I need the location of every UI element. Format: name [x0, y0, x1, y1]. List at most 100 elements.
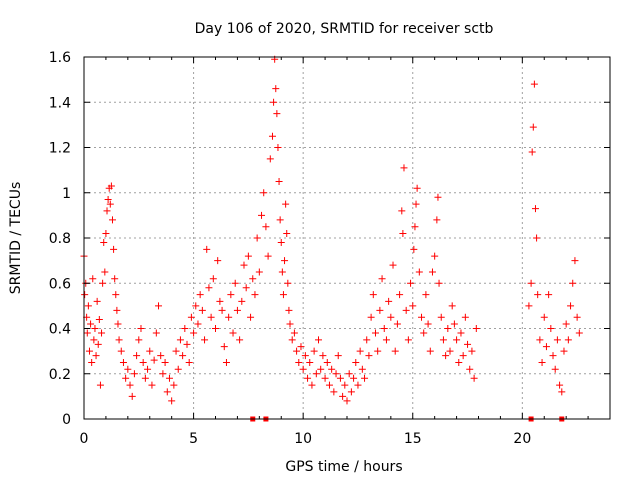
data-point	[203, 245, 211, 253]
data-point	[141, 374, 149, 382]
data-point	[266, 155, 274, 163]
data-point	[231, 279, 239, 287]
data-point	[218, 306, 226, 314]
data-point	[286, 320, 294, 328]
data-point	[402, 306, 410, 314]
data-point	[112, 291, 120, 299]
data-point	[84, 302, 92, 310]
data-point	[562, 320, 570, 328]
data-point	[418, 313, 426, 321]
data-point	[174, 365, 182, 373]
data-point	[564, 336, 572, 344]
data-point	[321, 374, 329, 382]
data-point	[222, 358, 230, 366]
data-point	[255, 268, 263, 276]
data-point	[161, 358, 169, 366]
data-point	[91, 325, 99, 332]
data-point	[104, 196, 112, 204]
data-point	[306, 358, 314, 366]
data-point	[114, 320, 122, 328]
data-point	[455, 358, 463, 366]
data-point	[553, 336, 561, 344]
data-point	[88, 358, 96, 366]
y-tick-labels: 0 0.2 0.4 0.6 0.8 1 1.2 1.4 1.6	[49, 50, 71, 428]
data-point	[312, 370, 320, 378]
data-point	[459, 352, 467, 360]
data-point	[310, 347, 318, 355]
data-point	[437, 313, 445, 321]
data-point	[185, 358, 193, 366]
data-point	[95, 315, 103, 323]
data-point	[328, 365, 336, 373]
data-point	[176, 336, 184, 344]
data-point	[461, 313, 469, 321]
data-point	[190, 329, 198, 337]
x-tick-labels: 0 5 10 15 20	[80, 431, 532, 447]
data-point	[148, 381, 156, 389]
data-point	[272, 85, 280, 93]
data-point	[168, 397, 176, 405]
data-point	[128, 392, 136, 400]
x-tick-label: 5	[189, 431, 198, 447]
data-point	[439, 336, 447, 344]
data-point	[371, 329, 379, 337]
data-point	[102, 229, 110, 237]
data-point	[87, 320, 95, 328]
data-point	[106, 200, 114, 208]
data-point	[130, 370, 138, 378]
data-point	[575, 329, 583, 337]
data-point	[304, 374, 312, 382]
data-point	[398, 207, 406, 215]
plot-frame	[83, 56, 611, 420]
data-point	[187, 313, 195, 321]
data-point	[534, 291, 542, 299]
data-point	[356, 347, 364, 355]
data-point	[431, 252, 439, 260]
data-point	[205, 284, 213, 292]
data-point	[284, 279, 292, 287]
data-point	[407, 279, 415, 287]
data-point	[119, 358, 127, 366]
data-point	[111, 275, 119, 283]
data-point	[249, 275, 257, 283]
data-point	[103, 207, 111, 215]
y-tick-label: 0.2	[49, 367, 71, 383]
data-point	[358, 365, 366, 373]
data-point	[297, 343, 305, 351]
data-point	[376, 306, 384, 314]
data-point	[347, 388, 355, 396]
data-point	[457, 329, 465, 337]
data-points	[80, 55, 583, 422]
data-point	[209, 275, 217, 283]
data-point	[283, 229, 291, 237]
data-point	[380, 325, 388, 332]
data-point	[85, 347, 93, 355]
data-point	[528, 148, 536, 156]
data-point	[330, 388, 338, 396]
data-point	[529, 123, 537, 131]
data-point	[282, 200, 290, 208]
y-axis-label: SRMTID / TECUs	[8, 182, 24, 295]
data-point	[434, 193, 442, 201]
data-point	[247, 313, 255, 321]
data-point	[113, 306, 121, 314]
data-point	[253, 234, 261, 242]
data-point	[547, 325, 555, 332]
data-point	[363, 336, 371, 344]
y-tick-label: 0.4	[49, 322, 71, 338]
data-point	[468, 347, 476, 355]
x-tick-label: 15	[404, 431, 422, 447]
y-tick-label: 1.6	[49, 50, 71, 66]
data-point	[107, 182, 115, 190]
data-point	[227, 291, 235, 299]
data-point	[343, 397, 351, 405]
data-point	[387, 313, 395, 321]
data-point	[201, 336, 209, 344]
data-point	[409, 302, 417, 310]
x-tick-label: 20	[513, 431, 531, 447]
data-point	[446, 347, 454, 355]
data-point	[295, 358, 303, 366]
data-point	[100, 239, 108, 247]
data-point	[396, 291, 404, 299]
